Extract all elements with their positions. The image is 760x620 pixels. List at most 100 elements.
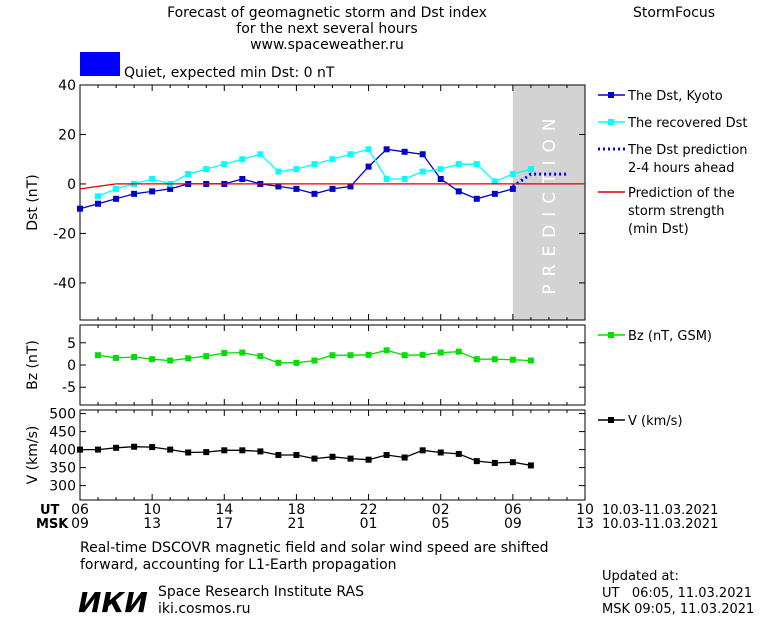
dst-data-point: [437, 166, 444, 173]
y-tick-label: -40: [53, 276, 76, 292]
v-data-point: [383, 452, 390, 458]
v-data-point: [221, 447, 228, 454]
legend-bz-label: Bz (nT, GSM): [628, 329, 712, 344]
bz-data-point: [491, 356, 498, 363]
dst-data-point: [275, 168, 282, 175]
v-data-point: [347, 455, 354, 462]
msk-date-range: 10.03-11.03.2021: [602, 517, 718, 532]
v-data-point: [203, 449, 210, 456]
dst-data-point: [509, 171, 516, 178]
ut-axis-label: UT: [40, 503, 60, 518]
legend-v-marker: [608, 417, 614, 423]
v-data-point: [77, 446, 83, 453]
bz-data-point: [419, 351, 426, 358]
dst-data-point: [113, 195, 120, 202]
ut-tick-label: 14: [215, 502, 233, 518]
dst-data-point: [113, 185, 120, 192]
chart-title-line2: for the next several hours: [236, 21, 417, 37]
dst-data-point: [329, 185, 336, 192]
v-data-point: [149, 444, 156, 451]
ut-tick-label: 10: [576, 502, 594, 518]
status-color-swatch: [80, 52, 120, 76]
msk-tick-label: 01: [360, 516, 378, 532]
y-tick-label: 500: [49, 407, 76, 423]
bz-frame: [79, 324, 586, 406]
msk-tick-label: 05: [432, 516, 450, 532]
dst-data-point: [383, 146, 390, 153]
legend-dst-prediction-label: 2-4 hours ahead: [628, 161, 734, 176]
dst-data-point: [221, 161, 228, 168]
y-tick-label: -5: [62, 380, 76, 396]
bz-data-point: [203, 353, 210, 360]
dst-data-point: [293, 166, 300, 173]
dst-data-point: [311, 190, 318, 197]
legend-dst-prediction: The Dst prediction 2-4 hours ahead: [598, 143, 748, 176]
v-data-point: [293, 452, 300, 458]
dst-data-point: [509, 185, 516, 192]
dst-data-point: [257, 151, 264, 158]
legend-recovered-dst: The recovered Dst: [598, 116, 747, 131]
msk-tick-label: 21: [288, 516, 306, 532]
legend-min-dst: Prediction of the storm strength (min Dst): [598, 186, 735, 237]
bz-data-point: [149, 356, 156, 363]
v-data-point: [257, 448, 264, 455]
bz-data-point: [257, 353, 264, 360]
dst-data-point: [491, 178, 498, 185]
legend-bz: Bz (nT, GSM): [598, 329, 712, 344]
institute-name: Space Research Institute RAS: [158, 584, 364, 600]
dst-data-point: [401, 176, 408, 182]
v-data-point: [131, 443, 138, 450]
v-data-point: [527, 462, 534, 469]
bz-y-axis-label: Bz (nT): [25, 340, 41, 390]
bz-data-point: [239, 349, 246, 356]
legend-recovered-dst-label: The recovered Dst: [627, 116, 747, 131]
legend-dst-kyoto-marker: [608, 92, 614, 98]
dst-y-axis-label: Dst (nT): [25, 174, 41, 230]
v-data-point: [239, 447, 246, 454]
prediction-zone: [512, 85, 585, 320]
y-tick-label: 5: [67, 336, 76, 352]
legend-v: V (km/s): [598, 414, 683, 429]
dst-series-line-2: [512, 172, 567, 188]
dst-data-point: [365, 146, 372, 153]
chart-title-line1: Forecast of geomagnetic storm and Dst in…: [167, 5, 487, 21]
v-data-point: [185, 449, 192, 456]
iki-logo: ИКИ: [78, 586, 148, 619]
dst-data-point: [293, 185, 300, 192]
v-data-point: [509, 459, 516, 466]
v-panel: 500 450 400 350 300 V (km/s): [25, 407, 586, 501]
dst-data-point: [437, 176, 444, 182]
msk-axis-label: MSK: [36, 517, 69, 532]
ut-tick-label: 18: [288, 502, 306, 518]
bz-data-point: [131, 354, 138, 360]
v-data-point: [311, 455, 318, 462]
v-data-point: [113, 444, 120, 451]
legend-v-label: V (km/s): [628, 414, 683, 429]
y-tick-label: 300: [49, 479, 76, 495]
dst-data-point: [131, 190, 138, 197]
msk-tick-label: 09: [71, 516, 89, 532]
legend-min-dst-label: (min Dst): [628, 222, 689, 237]
bz-data-point: [311, 357, 318, 364]
ut-tick-label: 06: [504, 502, 522, 518]
bz-data-point: [293, 359, 300, 366]
bz-data-point: [455, 348, 462, 355]
dst-data-point: [401, 148, 408, 155]
dst-series-line-0: [79, 148, 514, 210]
y-tick-label: 450: [49, 425, 76, 441]
y-tick-label: 350: [49, 461, 76, 477]
y-tick-label: 0: [67, 358, 76, 374]
ut-date-range: 10.03-11.03.2021: [602, 503, 718, 518]
legend-dst-prediction-label: The Dst prediction: [627, 143, 748, 158]
y-tick-label: 0: [67, 177, 76, 193]
bz-data-point: [113, 354, 120, 361]
dst-data-point: [149, 176, 156, 182]
dst-data-point: [455, 161, 462, 168]
dst-data-point: [383, 176, 390, 182]
v-data-point: [401, 454, 408, 461]
msk-tick-label: 17: [215, 516, 233, 532]
footer-note-line2: forward, accounting for L1-Earth propaga…: [80, 557, 397, 573]
v-data-point: [329, 453, 336, 460]
ut-tick-label: 10: [143, 502, 161, 518]
dst-data-point: [491, 190, 498, 197]
